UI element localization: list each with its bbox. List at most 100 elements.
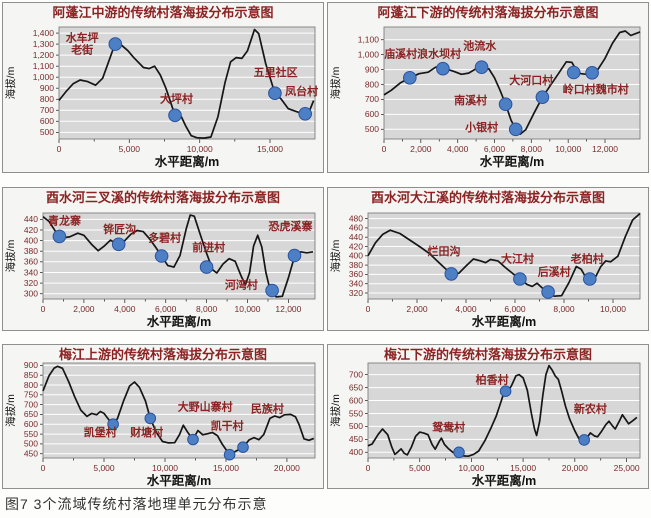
x-tick-label: 5,000 (119, 144, 141, 154)
x-tick-label: 15,000 (213, 463, 239, 473)
chart-title: 酉水河三叉溪的传统村落海拔分布示意图 (45, 190, 280, 205)
village-dot (535, 90, 550, 104)
y-tick-label: 700 (40, 105, 54, 115)
elevation-profile-line (42, 365, 315, 456)
chart-title: 梅江上游的传统村落海拔分布示意图 (58, 347, 267, 362)
village-dot (187, 433, 199, 446)
y-tick-label: 500 (365, 124, 379, 134)
chart-title: 阿蓬江下游的传统村落海拔分布示意图 (377, 5, 599, 20)
village-dot (223, 448, 236, 461)
chart-panel-youshuihe-dajiangxi: 酉水河大江溪的传统村落海拔分布示意图 320 340 360 380 400 420 440… (327, 187, 649, 331)
y-tick-label: 800 (365, 79, 379, 89)
chart-title: 阿蓬江中游的传统村落海拔分布示意图 (52, 5, 274, 20)
x-tick-label: 6,000 (504, 304, 526, 314)
village-label: 烂田沟 (428, 244, 461, 258)
village-label: 老街 (70, 42, 93, 56)
x-tick-label: 0 (366, 463, 371, 473)
x-tick-label: 2,000 (406, 304, 428, 314)
y-tick-label: 600 (40, 116, 54, 126)
chart-canvas: 500 600 700 800 900 1,000 1,100 0 2,000 4,000 6,00… (329, 26, 641, 169)
x-tick-label: 0 (366, 304, 371, 314)
village-dot (268, 86, 282, 100)
village-label: 凯堡村 (84, 425, 117, 439)
x-tick-label: 20,000 (274, 463, 300, 473)
chart-panel-youshuihe-sanchaxi: 酉水河三叉溪的传统村落海拔分布示意图 300 320 340 360 380 400 420… (2, 187, 324, 331)
village-dot (566, 65, 581, 80)
village-dot (582, 272, 597, 286)
x-tick-label: 0 (382, 144, 387, 154)
y-tick-label: 700 (365, 94, 379, 104)
plot-area (43, 363, 315, 458)
y-tick-label: 440 (24, 214, 38, 224)
village-dot (108, 37, 123, 51)
x-tick-label: 8,000 (521, 144, 543, 154)
y-tick-label: 1,100 (33, 61, 55, 71)
y-axis-title: 海拔/m (329, 394, 342, 427)
village-label: 鸳鸯村 (432, 420, 465, 434)
village-label: 河湾村 (225, 277, 258, 291)
x-tick-label: 4,000 (447, 144, 469, 154)
village-dot (52, 229, 67, 244)
village-label: 恐虎溪寨 (269, 219, 313, 233)
y-tick-label: 380 (24, 246, 38, 256)
village-dot (498, 97, 513, 111)
y-axis-title: 海拔/m (4, 394, 17, 427)
x-tick-label: 5,000 (409, 463, 431, 473)
chart-canvas: 5006007008009001,0001,1001,2001,3001,400… (4, 26, 318, 169)
y-tick-label: 800 (24, 380, 38, 390)
y-tick-label: 850 (24, 370, 38, 380)
y-tick-label: 360 (349, 269, 363, 279)
village-label: 庙溪村浪水坝村 (384, 47, 461, 61)
village-label: 大河口村 (509, 73, 553, 87)
y-tick-label: 460 (349, 223, 363, 233)
x-tick-label: 10,000 (187, 144, 213, 154)
x-axis-title: 水平距离/m (472, 314, 537, 329)
chart-panel-meijiang-lower: 梅江下游的传统村落海拔分布示意图 400 450 500 550 600 650 700 0 5… (327, 344, 649, 489)
chart-panel-meijiang-upper: 梅江上游的传统村落海拔分布示意图 450 500 550 600 650 700 750 80… (2, 344, 324, 489)
x-axis-title: 水平距离/m (155, 154, 220, 169)
y-axis-title: 海拔/m (329, 66, 342, 99)
village-dot (107, 418, 119, 430)
village-dot (144, 412, 157, 425)
village-label: 新农村 (574, 402, 607, 416)
village-label: 水车坪 (66, 30, 99, 44)
y-tick-label: 380 (349, 260, 363, 270)
elevation-profile-line (58, 28, 315, 139)
village-dot (154, 249, 169, 263)
village-dot (444, 267, 459, 281)
y-tick-label: 1,100 (358, 35, 380, 45)
y-tick-label: 450 (349, 434, 363, 444)
village-dot (474, 60, 489, 74)
y-tick-label: 800 (40, 94, 54, 104)
x-tick-label: 0 (41, 463, 46, 473)
y-tick-label: 600 (24, 419, 38, 429)
x-tick-label: 15,000 (257, 144, 283, 154)
y-tick-label: 1,200 (33, 50, 55, 60)
x-tick-label: 4,000 (114, 304, 136, 314)
village-dot (508, 122, 523, 137)
x-tick-label: 6,000 (155, 304, 177, 314)
village-label: 大坪村 (160, 92, 193, 106)
x-tick-label: 10,000 (235, 304, 261, 314)
village-label: 凯干村 (211, 419, 244, 433)
village-label: 财塘村 (129, 425, 163, 439)
x-tick-label: 0 (41, 304, 46, 314)
x-tick-label: 8,000 (196, 304, 218, 314)
x-axis-title: 水平距离/m (480, 154, 545, 169)
y-axis-title: 海拔/m (4, 239, 17, 272)
y-tick-label: 550 (349, 408, 363, 418)
chart-canvas: 400 450 500 550 600 650 700 0 5,000 10,000 15,000 2… (329, 362, 641, 488)
village-dot (453, 446, 465, 459)
x-tick-label: 0 (57, 144, 62, 154)
village-label: 青龙寨 (48, 214, 81, 228)
y-axis-title: 海拔/m (329, 239, 342, 272)
chart-title: 梅江下游的传统村落海拔分布示意图 (383, 347, 592, 362)
x-tick-label: 5,000 (93, 463, 115, 473)
village-label: 多碧村 (148, 231, 181, 245)
village-label: 铧匠沟 (103, 222, 136, 236)
village-label: 柏香村 (476, 373, 509, 387)
y-tick-label: 440 (349, 232, 363, 242)
y-tick-label: 1,300 (33, 39, 55, 49)
village-dot (111, 237, 126, 252)
